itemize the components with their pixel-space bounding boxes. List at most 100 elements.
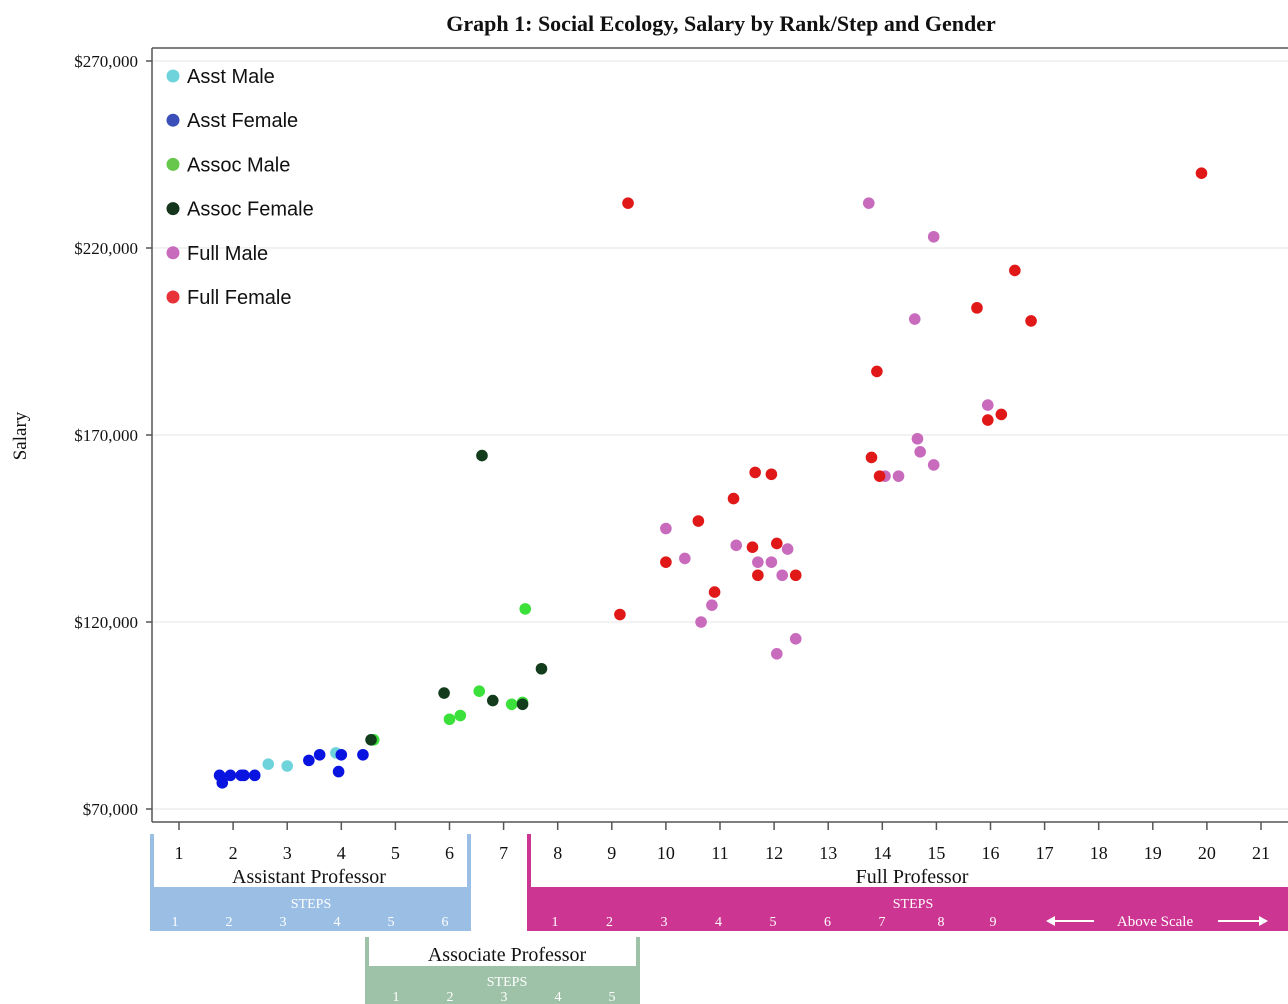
step-number: 2: [226, 915, 233, 930]
y-tick-label: $170,000: [74, 426, 138, 445]
data-point: [679, 552, 691, 565]
data-point: [332, 765, 345, 778]
data-point: [1025, 315, 1037, 327]
y-tick-label: $120,000: [74, 613, 138, 632]
data-point: [357, 748, 369, 761]
y-axis-label: Salary: [10, 411, 31, 460]
data-point: [706, 599, 718, 611]
data-point: [908, 313, 921, 325]
x-tick-label: 12: [765, 843, 783, 863]
data-point: [911, 432, 924, 445]
step-number: 6: [442, 915, 449, 930]
data-point: [873, 470, 886, 482]
legend-marker: [166, 69, 180, 83]
y-axis-ticks: $70,000 $120,000 $170,000 $220,000 $270,000: [74, 52, 152, 819]
series-assoc-female: [365, 449, 548, 746]
legend-label: Assoc Male: [187, 154, 290, 176]
legend-marker: [166, 113, 180, 127]
data-point: [746, 541, 759, 553]
series-full-female: [614, 167, 1208, 621]
full-professor-label: Full Professor: [856, 866, 969, 888]
associate-step-numbers: 1 2 3 4 5: [393, 990, 616, 1004]
data-point: [708, 586, 721, 598]
series-full-male: [660, 197, 994, 660]
data-point: [927, 230, 940, 243]
step-number: 2: [447, 990, 454, 1004]
data-point: [313, 748, 326, 761]
data-point: [476, 449, 488, 462]
data-point: [771, 537, 783, 550]
above-scale-label: Above Scale: [1117, 914, 1194, 930]
x-tick-label: 9: [607, 843, 616, 863]
series-asst-female: [213, 748, 369, 789]
associate-steps-band: [365, 968, 640, 1004]
data-point: [303, 754, 315, 767]
x-tick-label: 7: [499, 843, 508, 863]
chart-title: Graph 1: Social Ecology, Salary by Rank/…: [446, 11, 996, 36]
associate-professor-bracket: Associate Professor STEPS 1 2 3 4 5: [365, 937, 640, 1004]
x-tick-label: 13: [819, 843, 837, 863]
associate-professor-label: Associate Professor: [428, 944, 587, 966]
data-point: [752, 556, 764, 568]
plot-area: [151, 47, 1288, 823]
data-points: [213, 167, 1208, 789]
gridlines: [152, 60, 1288, 810]
legend-marker: [166, 290, 180, 304]
data-point: [695, 616, 707, 628]
data-point: [749, 466, 761, 479]
data-point: [927, 459, 940, 471]
legend-label: Asst Male: [187, 66, 275, 88]
data-point: [535, 662, 548, 675]
data-point: [995, 408, 1008, 421]
step-number: 6: [824, 915, 831, 930]
data-point: [871, 365, 883, 378]
full-steps-label: STEPS: [893, 897, 933, 912]
data-point: [660, 522, 672, 535]
step-number: 9: [990, 915, 997, 930]
data-point: [516, 698, 529, 711]
data-point: [505, 698, 518, 711]
legend-label: Assoc Female: [187, 199, 314, 221]
x-tick-label: 20: [1198, 843, 1216, 863]
step-number: 8: [938, 915, 945, 930]
data-point: [789, 569, 802, 582]
series-assoc-male: [367, 603, 532, 746]
assistant-professor-label: Assistant Professor: [232, 866, 386, 888]
x-tick-label: 21: [1252, 843, 1270, 863]
data-point: [865, 451, 878, 464]
data-point: [335, 748, 348, 761]
data-point: [981, 414, 994, 426]
data-point: [892, 470, 905, 482]
data-point: [281, 760, 294, 772]
data-point: [781, 543, 794, 555]
step-number: 7: [879, 915, 886, 930]
data-point: [771, 647, 783, 660]
data-point: [727, 492, 740, 505]
data-point: [971, 302, 983, 314]
assistant-steps-label: STEPS: [291, 897, 331, 912]
step-number: 4: [334, 915, 341, 930]
x-tick-label: 19: [1144, 843, 1162, 863]
data-point: [914, 446, 926, 458]
step-number: 3: [501, 990, 508, 1004]
x-tick-label: 11: [711, 843, 728, 863]
assistant-step-numbers: 1 2 3 4 5 6: [172, 915, 449, 930]
above-scale-indicator: Above Scale: [1046, 914, 1268, 930]
legend-label: Asst Female: [187, 110, 298, 132]
y-tick-label: $270,000: [74, 52, 138, 71]
x-tick-label: 2: [229, 843, 238, 863]
data-point: [981, 399, 994, 411]
data-point: [224, 769, 237, 782]
data-point: [789, 633, 802, 645]
data-point: [622, 197, 634, 209]
data-point: [765, 468, 778, 481]
data-point: [248, 769, 261, 782]
data-point: [365, 734, 377, 746]
x-tick-label: 16: [982, 843, 1000, 863]
x-tick-label: 17: [1036, 843, 1054, 863]
left-arrowhead-icon: [1046, 916, 1055, 926]
step-number: 3: [661, 915, 668, 930]
x-tick-label: 8: [553, 843, 562, 863]
